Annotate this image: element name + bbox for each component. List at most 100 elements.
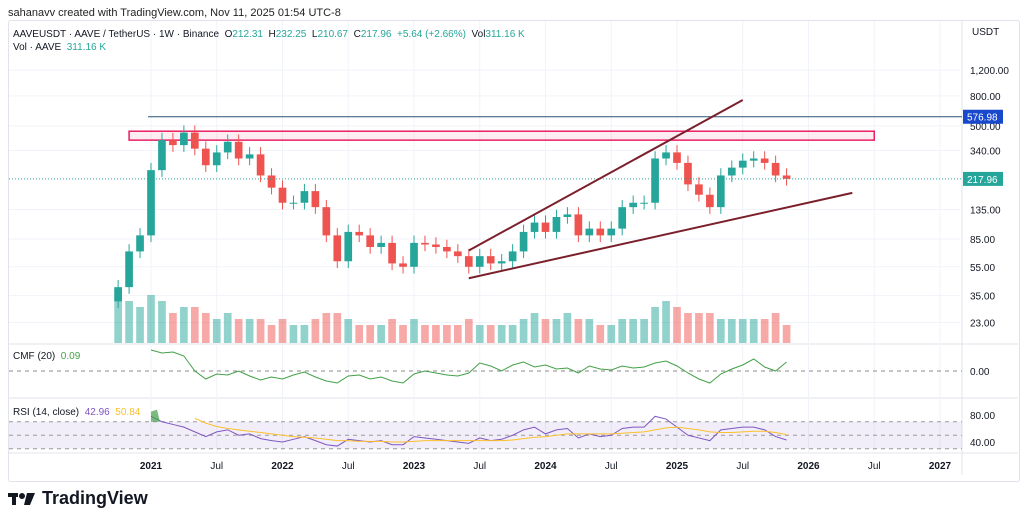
volume-bar (585, 319, 594, 343)
candle-body (245, 154, 254, 159)
volume-bar (716, 319, 725, 343)
candle-body (727, 167, 736, 176)
candle-body (333, 235, 342, 262)
volume-bar (190, 307, 199, 343)
price-tick: 35.00 (970, 292, 995, 303)
candle-body (443, 247, 451, 252)
volume-bar (169, 313, 177, 343)
time-tick: 2022 (271, 461, 294, 472)
volume-bar (278, 319, 287, 343)
candle-body (541, 222, 550, 232)
volume-bar (410, 319, 418, 343)
candle-body (377, 242, 385, 248)
candle-body (563, 214, 572, 217)
candle-body (497, 261, 506, 264)
volume-bar (180, 307, 188, 343)
candle-body (695, 184, 703, 195)
resistance-zone (128, 130, 876, 141)
volume-bar (125, 301, 133, 343)
rsi-label: RSI (14, close) (13, 407, 80, 418)
volume-bar (508, 325, 517, 343)
candle-body (256, 154, 265, 176)
candle-body (771, 162, 780, 176)
currency-button[interactable]: USDT (972, 27, 1000, 38)
volume-bar (147, 295, 155, 343)
price-tick: 23.00 (970, 318, 995, 329)
candle-body (278, 187, 287, 203)
symbol-name[interactable]: AAVEUSDT · AAVE / TetherUS · 1W · Binanc… (13, 29, 220, 40)
time-tick: 2026 (797, 461, 820, 472)
volume-bar (421, 325, 429, 343)
volume-bar (596, 325, 605, 343)
volume-bar (267, 325, 276, 343)
rsi-tick: 40.00 (970, 438, 995, 449)
change-value: +5.64 (+2.66%) (397, 29, 466, 40)
candle-body (158, 140, 166, 171)
volume-bar (234, 319, 243, 343)
volume-bar (486, 325, 495, 343)
volume-bar (552, 319, 561, 343)
vol-value: 311.16 K (485, 29, 525, 40)
volume-bar (771, 313, 780, 343)
cmf-label: CMF (20) (13, 351, 56, 362)
candle-body (223, 141, 232, 153)
tradingview-logo[interactable]: TradingView (8, 488, 148, 509)
price-tick: 500.00 (970, 122, 1001, 133)
time-tick: Jul (210, 461, 223, 472)
time-tick: 2025 (666, 461, 689, 472)
volume-bar (706, 313, 714, 343)
candle-body (355, 231, 364, 236)
candle-body (432, 244, 440, 248)
rsi-legend[interactable]: RSI (14, close) 42.96 50.84 (13, 407, 140, 418)
candle-body (289, 202, 298, 204)
volume-bar (760, 319, 769, 343)
candle-body (201, 148, 210, 166)
volume-bar (355, 325, 364, 343)
trendline (468, 191, 853, 280)
price-tick: 85.00 (970, 235, 995, 246)
candle-body (738, 160, 747, 168)
price-tick: 340.00 (970, 147, 1001, 158)
cmf-legend[interactable]: CMF (20) 0.09 (13, 351, 80, 362)
volume-bar (300, 325, 309, 343)
volume-bar (201, 313, 210, 343)
volume-label: Vol · AAVE (13, 42, 62, 53)
volume-bar (530, 313, 539, 343)
volume-bar (432, 325, 440, 343)
candle-body (782, 175, 791, 179)
volume-bar (541, 319, 550, 343)
volume-bar (377, 325, 385, 343)
tradingview-logo-icon (8, 492, 35, 505)
volume-bar (245, 319, 254, 343)
candle-body (596, 228, 605, 236)
rsi-ma-value: 50.84 (115, 407, 141, 418)
candle-body (651, 158, 659, 203)
volume-bar (322, 313, 331, 343)
candle-body (234, 141, 243, 159)
cmf-tick: 0.00 (970, 367, 990, 378)
volume-bar (223, 313, 232, 343)
candle-body (136, 235, 144, 252)
credit-text: sahanavv created with TradingView.com, N… (8, 7, 341, 19)
candle-body (673, 152, 681, 163)
volume-bar (607, 325, 616, 343)
candle-body (366, 235, 375, 248)
volume-bar (136, 307, 144, 343)
volume-bar (695, 313, 703, 343)
time-tick: 2024 (534, 461, 557, 472)
candle-body (607, 228, 616, 236)
candle-body (574, 214, 583, 236)
volume-bar (311, 319, 320, 343)
candle-body (716, 175, 725, 208)
candle-body (475, 256, 484, 267)
chart-frame[interactable] (8, 20, 1020, 482)
volume-bar (618, 319, 627, 343)
trendline (468, 99, 744, 252)
candle-body (169, 140, 177, 146)
candle-body (552, 217, 561, 232)
volume-legend[interactable]: Vol · AAVE 311.16 K (13, 42, 106, 53)
candle-body (684, 162, 692, 185)
time-tick: 2023 (403, 461, 426, 472)
volume-bar (256, 319, 265, 343)
